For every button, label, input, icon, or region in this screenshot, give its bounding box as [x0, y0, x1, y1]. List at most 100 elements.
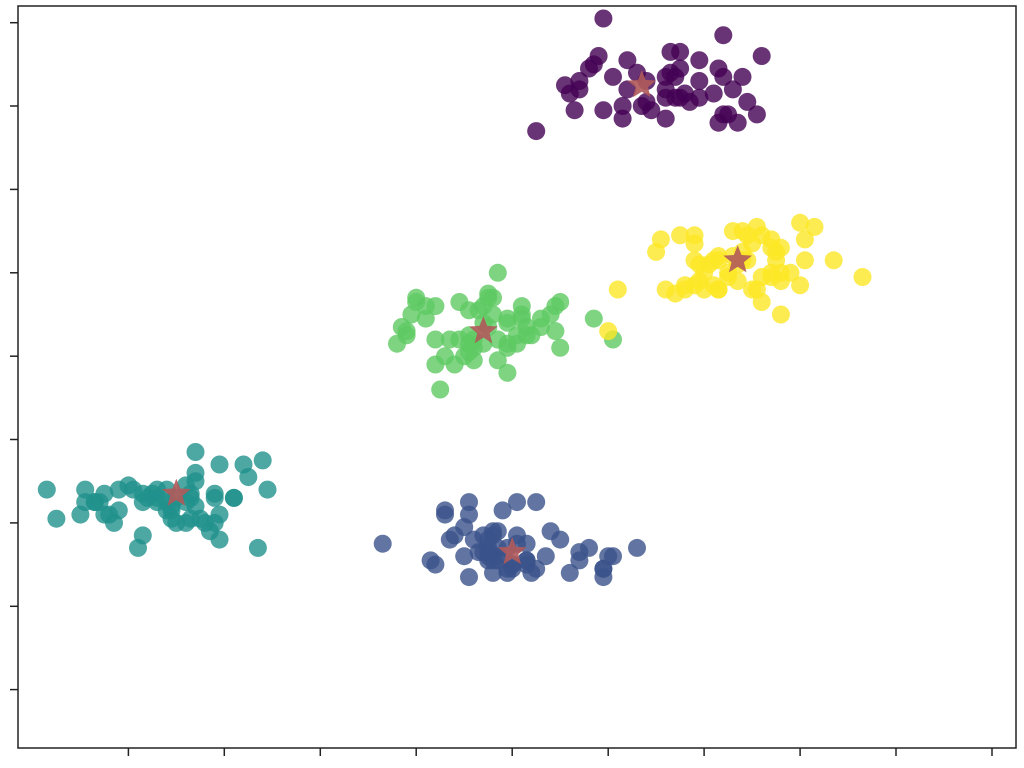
scatter-point-s1-19 — [455, 547, 474, 566]
scatter-point-s2-54 — [76, 480, 95, 499]
scatter-point-s4-7 — [771, 305, 790, 324]
scatter-point-s2-43 — [186, 463, 205, 482]
scatter-point-s1-49 — [493, 501, 512, 520]
scatter-point-s4-40 — [704, 251, 723, 270]
scatter-point-s1-52 — [460, 505, 478, 524]
scatter-point-s3-45 — [436, 347, 454, 366]
scatter-point-s0-40 — [527, 122, 546, 141]
scatter-point-s2-20 — [258, 480, 277, 499]
scatter-point-s2-51 — [148, 488, 167, 507]
scatter-point-s2-21 — [248, 538, 267, 557]
cluster-center-star-0 — [627, 70, 656, 98]
scatter-point-s3-58 — [392, 318, 411, 336]
scatter-point-s3-14 — [450, 330, 469, 349]
scatter-point-s0-47 — [613, 109, 632, 128]
scatter-point-s4-5 — [824, 251, 843, 270]
scatter-point-s3-42 — [426, 330, 445, 349]
scatter-point-s1-48 — [436, 505, 454, 524]
scatter-point-s4-35 — [781, 263, 800, 282]
scatter-point-s0-44 — [556, 76, 574, 95]
scatter-point-s4-18 — [853, 268, 872, 286]
scatter-point-s0-38 — [618, 51, 637, 70]
scatter-point-s3-52 — [455, 347, 474, 366]
scatter-point-s1-5 — [460, 493, 478, 512]
scatter-point-s1-31 — [460, 568, 478, 587]
scatter-point-s3-54 — [551, 338, 570, 357]
scatter-point-s0-10 — [594, 101, 613, 120]
scatter-point-s0-9 — [656, 109, 675, 128]
scatter-point-s4-51 — [795, 230, 814, 249]
scatter-point-s4-59 — [599, 322, 618, 341]
scatter-point-s3-31 — [532, 318, 550, 336]
scatter-point-s2-25 — [119, 476, 138, 495]
scatter-point-s1-14 — [426, 555, 445, 574]
scatter-point-s1-29 — [536, 547, 555, 566]
scatter-point-s4-56 — [747, 280, 766, 299]
scatter-point-s1-58 — [517, 551, 536, 570]
scatter-point-s0-6 — [618, 80, 637, 99]
scatter-point-s0-31 — [728, 113, 747, 132]
scatter-point-s2-3 — [47, 509, 66, 528]
scatter-point-s0-42 — [656, 88, 675, 107]
centers-layer — [162, 70, 752, 565]
scatter-point-s3-38 — [517, 318, 536, 336]
scatter-point-s2-41 — [162, 509, 181, 528]
scatter-point-s4-43 — [733, 222, 752, 241]
plot-background — [18, 6, 1016, 748]
scatter-point-s1-15 — [628, 538, 646, 557]
plot-frame — [17, 5, 1017, 749]
scatter-point-s3-47 — [416, 309, 435, 328]
scatter-point-s1-44 — [373, 534, 392, 553]
scatter-point-s0-46 — [584, 55, 603, 74]
scatter-point-s4-17 — [791, 276, 810, 295]
scatter-point-s4-36 — [805, 217, 824, 236]
scatter-point-s3-59 — [479, 284, 498, 303]
scatter-point-s0-5 — [752, 47, 771, 65]
scatter-point-s4-52 — [685, 251, 704, 270]
scatter-point-s0-0 — [594, 9, 613, 28]
scatter-point-s2-29 — [186, 443, 205, 461]
scatter-point-s2-56 — [95, 505, 114, 524]
scatter-point-s0-32 — [747, 105, 766, 124]
scatter-point-s4-33 — [719, 268, 738, 286]
scatter-point-s4-15 — [685, 226, 704, 245]
scatter-point-s3-23 — [488, 351, 507, 370]
scatter-point-s2-50 — [210, 505, 229, 524]
scatter-point-s2-46 — [129, 538, 147, 557]
scatter-point-s3-48 — [498, 338, 517, 357]
scatter-point-s4-57 — [747, 217, 766, 236]
scatter-point-s4-11 — [656, 280, 675, 299]
scatter-point-s0-8 — [723, 80, 742, 99]
scatter-point-s2-52 — [224, 488, 243, 507]
scatter-point-s2-53 — [133, 484, 152, 503]
scatter-point-s0-16 — [565, 101, 584, 120]
scatter-point-s0-39 — [671, 42, 690, 61]
scatter-point-s4-58 — [795, 251, 814, 270]
scatter-point-s3-50 — [584, 309, 603, 328]
scatter-point-s4-34 — [651, 230, 670, 249]
scatter-point-s3-33 — [407, 293, 426, 311]
ticks-layer — [10, 21, 993, 756]
scatter-point-s3-55 — [388, 334, 406, 353]
scatter-point-s1-24 — [551, 530, 570, 549]
scatter-point-s2-57 — [181, 488, 200, 507]
scatter-point-s4-53 — [709, 280, 728, 299]
scatter-point-s3-32 — [498, 363, 517, 382]
scatter-point-s2-48 — [210, 530, 229, 549]
scatter-point-s0-28 — [709, 59, 728, 78]
scatter-point-s0-19 — [666, 67, 685, 86]
scatter-point-s0-36 — [690, 88, 709, 107]
scatter-point-s0-43 — [613, 97, 632, 115]
scatter-point-s2-31 — [210, 455, 229, 474]
cluster-center-star-2 — [162, 478, 191, 506]
scatter-point-s0-15 — [690, 72, 709, 90]
scatter-point-s2-19 — [109, 501, 128, 520]
scatter-point-s4-54 — [767, 242, 786, 261]
scatter-point-s2-10 — [37, 480, 56, 499]
scatter-point-s0-21 — [604, 67, 622, 86]
scatter-point-s2-9 — [253, 451, 272, 470]
cluster-center-star-3 — [469, 316, 498, 344]
scatter-point-s1-32 — [484, 522, 502, 541]
scatter-point-s2-58 — [205, 484, 224, 503]
points-layer — [37, 9, 872, 587]
